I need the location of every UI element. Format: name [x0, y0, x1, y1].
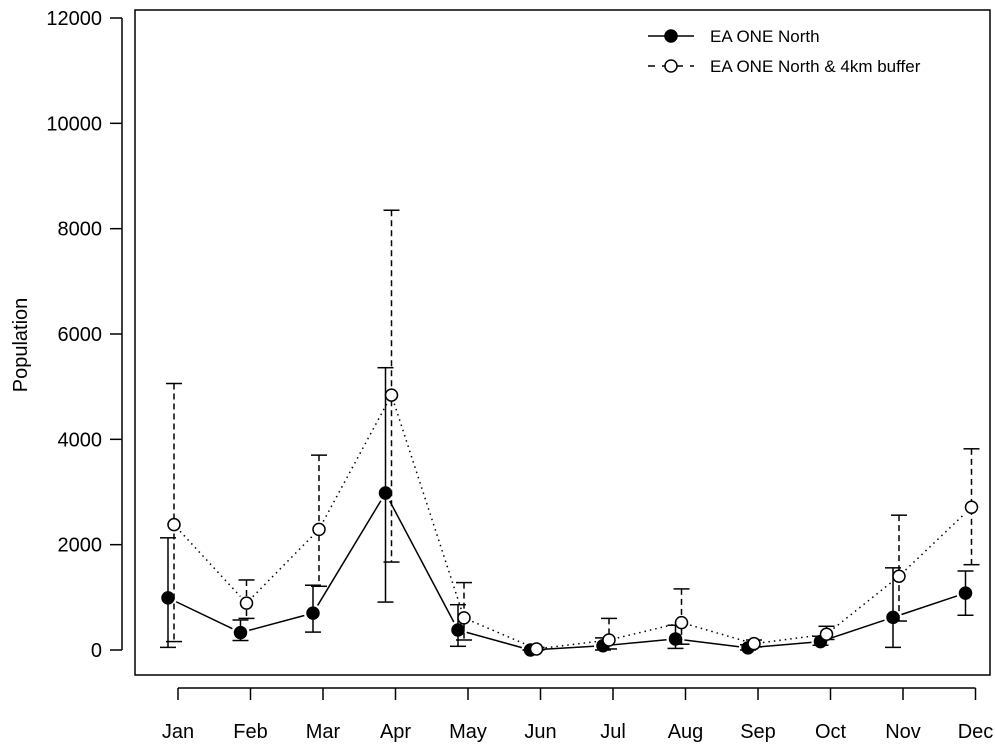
- series-line-segment: [252, 535, 314, 598]
- legend-label: EA ONE North & 4km buffer: [710, 57, 921, 76]
- series-line-segment: [248, 614, 305, 632]
- legend-marker: [664, 29, 678, 43]
- data-point: [892, 569, 906, 584]
- data-point: [378, 486, 393, 500]
- data-point: [239, 596, 254, 610]
- series-line-segment: [828, 619, 885, 640]
- series-line-segment: [833, 581, 893, 630]
- data-point: [964, 500, 979, 515]
- y-tick-label: 8000: [58, 219, 103, 241]
- y-tick-label: 2000: [58, 535, 103, 557]
- x-tick-label: Apr: [380, 721, 411, 743]
- y-tick-label: 6000: [58, 324, 103, 346]
- x-tick-label: Dec: [958, 721, 994, 743]
- x-tick-label: Aug: [668, 721, 704, 743]
- series-line-segment: [466, 631, 523, 649]
- data-point: [451, 623, 465, 637]
- data-point: [457, 611, 471, 625]
- series-line-segment: [617, 623, 673, 639]
- series-ea-one-north: [160, 366, 974, 657]
- x-tick-label: Jun: [524, 721, 556, 743]
- series-line-segment: [762, 634, 818, 644]
- x-tick-label: Feb: [233, 721, 267, 743]
- y-tick-label: 4000: [58, 429, 103, 451]
- legend-label: EA ONE North: [710, 27, 820, 46]
- x-axis: Jan Feb Mar Apr May Jun Jul Aug Sep Oct Nov Dec: [162, 687, 994, 743]
- y-tick-label: 12000: [46, 8, 102, 30]
- data-point: [167, 517, 181, 532]
- series-line-segment: [689, 624, 746, 642]
- series-line-segment: [905, 512, 966, 571]
- series-line-segment: [179, 530, 241, 598]
- series-line-segment: [545, 640, 601, 649]
- legend-item: EA ONE North & 4km buffer: [648, 57, 921, 76]
- data-point: [747, 636, 761, 651]
- series-line-segment: [393, 403, 462, 610]
- series-line-segment: [471, 620, 529, 647]
- x-tick-label: Sep: [740, 721, 776, 743]
- legend: EA ONE North EA ONE North & 4km buffer: [648, 27, 921, 76]
- data-point: [384, 388, 399, 402]
- y-axis-title: Population: [10, 298, 32, 393]
- x-tick-label: May: [449, 721, 487, 743]
- x-tick-label: Jul: [600, 721, 626, 743]
- series-line-segment: [322, 402, 388, 522]
- plot-frame: [134, 9, 991, 676]
- y-tick-label: 0: [91, 640, 102, 662]
- series-line-segment: [317, 500, 382, 606]
- data-point: [312, 522, 326, 537]
- series-line-segment: [611, 639, 667, 646]
- x-tick-label: Jan: [162, 721, 194, 743]
- data-point: [233, 625, 248, 640]
- series-line-segment: [175, 601, 233, 630]
- data-point: [674, 615, 689, 630]
- data-point: [668, 632, 683, 646]
- y-axis: 0 2000 4000 6000 8000 10000 12000: [46, 8, 123, 662]
- legend-marker: [664, 59, 678, 73]
- series-line-segment: [389, 500, 455, 623]
- data-point: [958, 586, 973, 600]
- x-tick-label: Mar: [306, 721, 341, 743]
- legend-item: EA ONE North: [648, 27, 820, 46]
- y-tick-label: 10000: [46, 113, 102, 135]
- data-point: [161, 591, 175, 605]
- data-point: [306, 606, 320, 620]
- x-tick-label: Nov: [885, 721, 921, 743]
- series-layer: [160, 209, 980, 657]
- series-line-segment: [901, 595, 958, 616]
- series-line-segment: [539, 645, 595, 651]
- data-point: [819, 627, 834, 641]
- series-ea-one-north-buffer: [166, 209, 980, 656]
- data-point: [602, 633, 616, 647]
- series-line-segment: [756, 641, 812, 648]
- series-line-segment: [684, 639, 740, 648]
- data-point: [529, 642, 544, 656]
- x-tick-label: Oct: [815, 721, 847, 743]
